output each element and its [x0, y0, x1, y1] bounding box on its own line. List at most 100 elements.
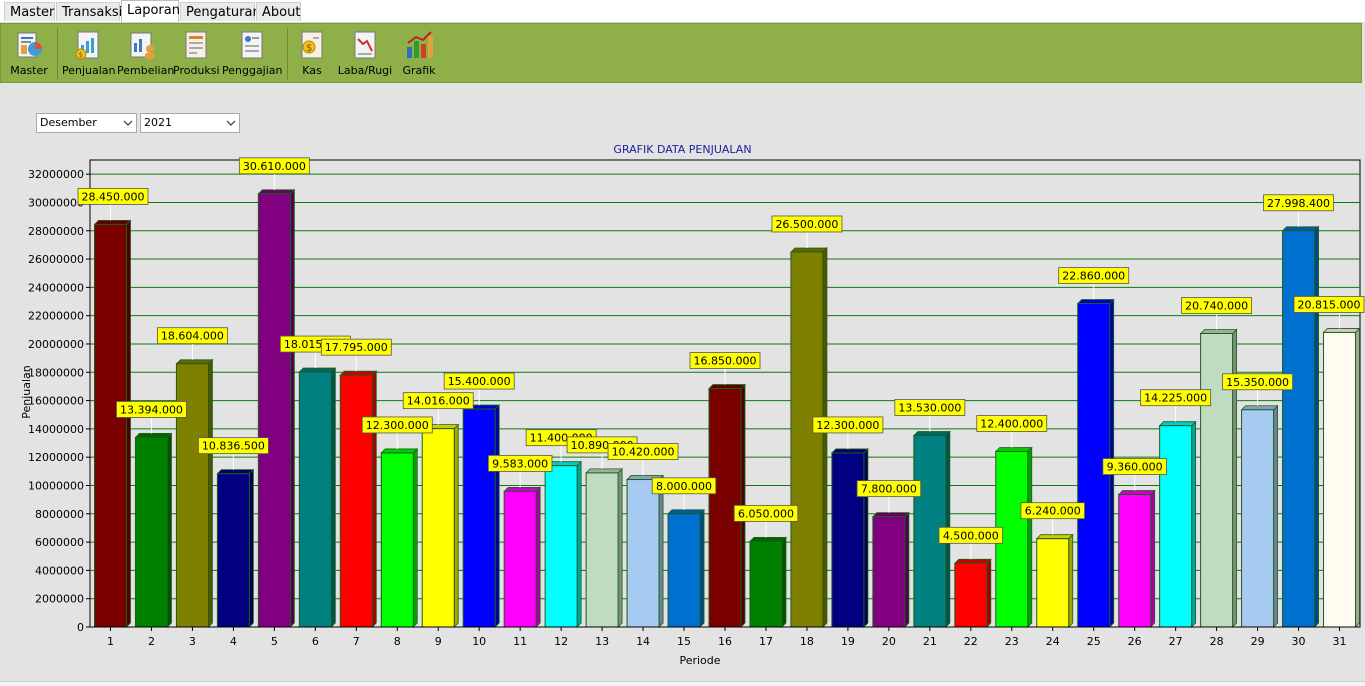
- chart-axes: 0200000040000006000000800000010000000120…: [28, 160, 1360, 648]
- value-label-box: [238, 157, 310, 175]
- value-label-box: [443, 372, 515, 390]
- bar-side: [412, 447, 418, 628]
- value-label-box: [116, 401, 187, 418]
- bar: [544, 465, 578, 628]
- value-label: 8.000.000: [656, 480, 712, 493]
- value-label: 27.998.400: [1267, 197, 1330, 210]
- value-label-box: [1058, 267, 1130, 284]
- bar-side: [822, 247, 828, 628]
- production-report-button[interactable]: Produksi: [173, 27, 220, 81]
- year-select[interactable]: 2021: [140, 113, 240, 133]
- value-label-box: [1140, 389, 1212, 407]
- cash-report-label: Kas: [302, 64, 322, 77]
- bar-top: [380, 448, 419, 454]
- month-select[interactable]: Desember: [36, 113, 137, 133]
- bar-top: [298, 367, 337, 373]
- value-label-box: [1020, 502, 1085, 520]
- bar-top: [257, 189, 296, 195]
- x-tick-label: 18: [800, 635, 814, 648]
- master-report-icon: [17, 32, 42, 58]
- value-label: 9.360.000: [1107, 461, 1163, 474]
- bar-side: [453, 423, 459, 628]
- value-label: 7.800.000: [861, 483, 917, 496]
- profit-loss-button[interactable]: Laba/Rugi: [337, 27, 393, 81]
- toolbar-separator: [287, 28, 288, 80]
- value-label: 6.050.000: [738, 507, 794, 520]
- value-label-box: [771, 215, 843, 233]
- y-tick-label: 16000000: [28, 395, 84, 408]
- x-tick-label: 13: [595, 635, 609, 648]
- bar-top: [912, 431, 951, 436]
- purchase-report-button[interactable]: Pembelian: [117, 27, 174, 81]
- master-report-button[interactable]: Master: [7, 27, 51, 81]
- menu-bar: Master Transaksi Laporan Pengaturan Abou…: [0, 0, 1365, 23]
- x-tick-label: 31: [1333, 635, 1347, 648]
- tab-pengaturan[interactable]: Pengaturan: [180, 2, 261, 21]
- x-tick-label: 16: [718, 635, 732, 648]
- tab-laporan[interactable]: Laporan: [121, 0, 180, 22]
- bar: [1118, 494, 1152, 628]
- master-report-label: Master: [10, 64, 48, 77]
- y-axis-label: Penjualan: [20, 365, 33, 419]
- value-label-box: [1222, 373, 1293, 391]
- y-tick-label: 28000000: [28, 225, 84, 238]
- x-tick-label: 20: [882, 635, 896, 648]
- value-label: 14.016.000: [407, 395, 470, 408]
- bar-side: [248, 468, 254, 628]
- value-label: 14.225.000: [1144, 392, 1207, 405]
- bar-side: [1027, 446, 1033, 628]
- value-label-box: [651, 477, 717, 495]
- tab-transaksi[interactable]: Transaksi: [56, 2, 122, 21]
- x-tick-label: 11: [513, 635, 527, 648]
- bar: [1159, 425, 1193, 628]
- value-label-box: [197, 437, 269, 455]
- chart-button[interactable]: Grafik: [398, 27, 440, 81]
- purchase-report-icon: [130, 32, 155, 59]
- x-tick-label: 10: [472, 635, 486, 648]
- bar-top: [93, 219, 132, 225]
- x-tick-label: 25: [1087, 635, 1101, 648]
- x-tick-label: 27: [1169, 635, 1183, 648]
- x-tick-label: 12: [554, 635, 568, 648]
- cash-report-button[interactable]: $ Kas: [293, 27, 331, 81]
- bar-top: [830, 448, 869, 454]
- value-label-box: [607, 443, 679, 460]
- bar: [1323, 331, 1357, 628]
- value-label-box: [856, 480, 922, 498]
- bar-top: [667, 509, 705, 515]
- bar: [1036, 538, 1070, 628]
- value-label-box: [487, 454, 553, 472]
- x-tick-label: 14: [636, 635, 650, 648]
- value-label: 20.740.000: [1185, 299, 1248, 312]
- value-label: 28.450.000: [82, 190, 145, 203]
- bar: [339, 374, 373, 628]
- bar-top: [503, 486, 542, 492]
- x-tick-label: 6: [312, 635, 319, 648]
- sales-report-button[interactable]: $ Penjualan: [62, 27, 116, 81]
- year-select-value: 2021: [144, 116, 172, 129]
- y-tick-label: 24000000: [28, 281, 84, 294]
- status-strip: [0, 681, 1365, 686]
- bar-top: [339, 370, 378, 376]
- value-label: 20.815.000: [1298, 298, 1361, 311]
- bar-top: [585, 468, 624, 474]
- x-tick-label: 22: [964, 635, 978, 648]
- bar: [503, 490, 537, 628]
- bar: [626, 479, 660, 628]
- payroll-report-button[interactable]: Penggajian: [222, 27, 283, 81]
- bar-side: [1068, 533, 1074, 628]
- bar-top: [789, 247, 828, 253]
- y-tick-label: 8000000: [35, 508, 84, 521]
- bar: [380, 452, 414, 628]
- tab-about[interactable]: About: [256, 2, 301, 21]
- x-tick-label: 28: [1210, 635, 1224, 648]
- bar: [749, 540, 783, 628]
- value-label-box: [320, 338, 392, 356]
- value-label: 10.836.500: [202, 440, 265, 453]
- value-label-box: [157, 327, 228, 345]
- bar-top: [1240, 405, 1279, 411]
- value-label: 18.604.000: [161, 330, 224, 343]
- tab-master[interactable]: Master: [4, 2, 55, 21]
- value-label: 13.394.000: [120, 403, 183, 416]
